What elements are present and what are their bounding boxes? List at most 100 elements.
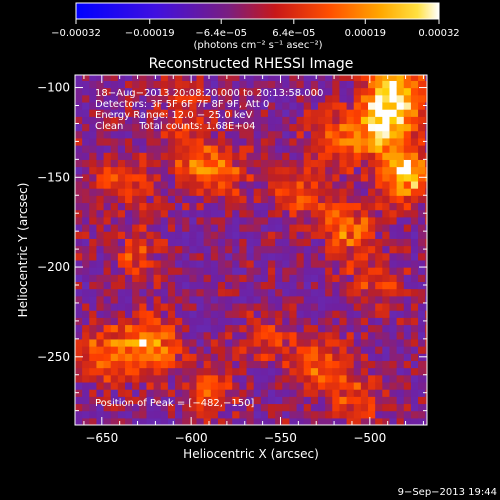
heatmap-pixel: [239, 310, 248, 318]
heatmap-pixel: [318, 324, 326, 333]
heatmap-pixel: [368, 87, 376, 96]
heatmap-pixel: [368, 80, 376, 89]
heatmap-pixel: [396, 396, 405, 405]
heatmap-pixel: [160, 410, 169, 419]
heatmap-pixel: [425, 202, 427, 211]
heatmap-pixel: [368, 188, 376, 196]
heatmap-pixel: [210, 252, 219, 261]
heatmap-pixel: [89, 331, 98, 340]
heatmap-pixel: [232, 216, 240, 225]
heatmap-pixel: [375, 231, 383, 239]
heatmap-pixel: [132, 252, 140, 261]
heatmap-pixel: [346, 281, 355, 290]
heatmap-pixel: [382, 231, 391, 239]
heatmap-pixel: [203, 338, 212, 347]
heatmap-pixel: [82, 109, 90, 117]
heatmap-pixel: [296, 274, 305, 283]
heatmap-pixel: [246, 87, 255, 96]
heatmap-pixel: [353, 353, 362, 361]
heatmap-pixel: [339, 274, 348, 283]
heatmap-pixel: [325, 209, 333, 218]
heatmap-pixel: [253, 396, 262, 405]
heatmap-pixel: [167, 231, 176, 239]
heatmap-pixel: [189, 403, 198, 412]
heatmap-pixel: [403, 274, 412, 283]
heatmap-pixel: [210, 410, 219, 419]
heatmap-pixel: [346, 216, 355, 225]
heatmap-pixel: [103, 331, 112, 340]
heatmap-pixel: [96, 367, 105, 376]
heatmap-pixel: [203, 145, 212, 153]
heatmap-pixel: [239, 374, 248, 383]
heatmap-pixel: [82, 223, 90, 232]
heatmap-pixel: [303, 202, 312, 211]
heatmap-pixel: [260, 238, 269, 247]
heatmap-pixel: [139, 116, 148, 125]
heatmap-pixel: [353, 209, 362, 218]
heatmap-pixel: [203, 317, 212, 326]
heatmap-pixel: [368, 223, 376, 232]
heatmap-pixel: [382, 274, 391, 283]
heatmap-pixel: [360, 374, 369, 383]
heatmap-pixel: [289, 360, 298, 369]
heatmap-pixel: [325, 223, 333, 232]
heatmap-pixel: [175, 173, 183, 182]
heatmap-pixel: [332, 223, 341, 232]
heatmap-pixel: [196, 410, 205, 419]
heatmap-pixel: [303, 410, 312, 419]
heatmap-pixel: [203, 223, 212, 232]
heatmap-pixel: [253, 302, 262, 311]
heatmap-pixel: [410, 252, 419, 261]
heatmap-pixel: [153, 166, 162, 175]
heatmap-pixel: [203, 180, 212, 189]
heatmap-pixel: [418, 338, 426, 347]
heatmap-pixel: [410, 231, 419, 239]
heatmap-pixel: [332, 238, 341, 247]
heatmap-pixel: [303, 274, 312, 283]
heatmap-pixel: [225, 80, 233, 89]
heatmap-pixel: [232, 101, 240, 110]
heatmap-pixel: [96, 223, 105, 232]
heatmap-pixel: [353, 288, 362, 297]
heatmap-pixel: [396, 216, 405, 225]
heatmap-pixel: [132, 231, 140, 239]
heatmap-pixel: [75, 346, 83, 354]
heatmap-pixel: [189, 166, 198, 175]
heatmap-pixel: [146, 245, 155, 254]
heatmap-pixel: [267, 159, 276, 168]
heatmap-pixel: [425, 238, 427, 247]
heatmap-pixel: [210, 281, 219, 290]
heatmap-pixel: [225, 302, 233, 311]
heatmap-pixel: [325, 360, 333, 369]
heatmap-pixel: [103, 403, 112, 412]
heatmap-pixel: [282, 94, 291, 103]
heatmap-pixel: [310, 302, 319, 311]
heatmap-pixel: [132, 166, 140, 175]
heatmap-pixel: [375, 75, 383, 81]
heatmap-pixel: [353, 75, 362, 81]
heatmap-pixel: [175, 116, 183, 125]
heatmap-pixel: [217, 331, 226, 340]
heatmap-pixel: [203, 188, 212, 196]
heatmap-pixel: [425, 75, 427, 81]
heatmap-pixel: [275, 202, 283, 211]
heatmap-pixel: [132, 87, 140, 96]
heatmap-pixel: [217, 173, 226, 182]
heatmap-pixel: [225, 188, 233, 196]
heatmap-pixel: [117, 238, 126, 247]
heatmap-pixel: [167, 417, 176, 425]
heatmap-pixel: [389, 130, 398, 139]
heatmap-pixel: [396, 223, 405, 232]
heatmap-pixel: [325, 331, 333, 340]
heatmap-pixel: [332, 310, 341, 318]
heatmap-pixel: [82, 202, 90, 211]
heatmap-pixel: [418, 188, 426, 196]
heatmap-pixel: [368, 173, 376, 182]
heatmap-pixel: [339, 252, 348, 261]
heatmap-pixel: [153, 403, 162, 412]
heatmap-pixel: [296, 389, 305, 397]
heatmap-pixel: [96, 331, 105, 340]
heatmap-pixel: [382, 75, 391, 81]
heatmap-pixel: [196, 338, 205, 347]
heatmap-pixel: [146, 80, 155, 89]
